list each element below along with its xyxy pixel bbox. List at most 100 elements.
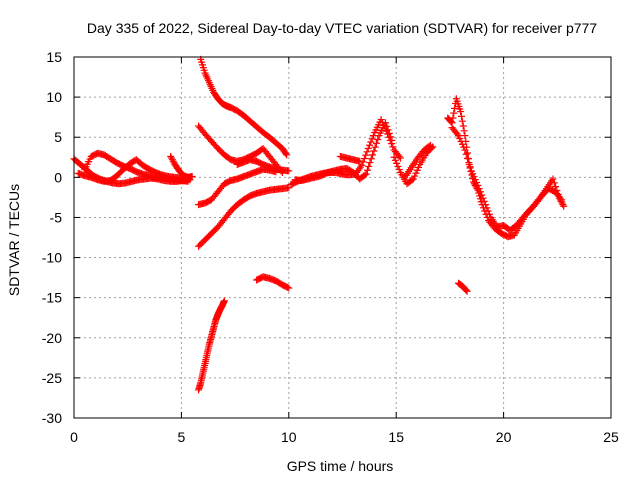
- data-point: [369, 151, 377, 159]
- data-point: [372, 139, 380, 147]
- data-point: [453, 130, 461, 138]
- data-point: [550, 179, 558, 187]
- data-point: [447, 118, 455, 126]
- data-point: [449, 114, 457, 122]
- data-point: [394, 162, 402, 170]
- data-point: [458, 117, 466, 125]
- series-arc-day-3: [336, 152, 364, 165]
- data-point: [381, 119, 389, 127]
- data-point: [560, 202, 568, 210]
- data-point: [450, 109, 458, 117]
- data-point: [482, 201, 490, 209]
- series-arc-steep: [195, 297, 228, 394]
- y-tick-label: -25: [42, 370, 62, 386]
- data-point: [460, 127, 468, 135]
- data-point: [396, 154, 404, 162]
- series-arc-descending: [197, 55, 291, 159]
- plot-area: [70, 55, 568, 394]
- data-point: [559, 201, 567, 209]
- chart-title: Day 335 of 2022, Sidereal Day-to-day VTE…: [87, 20, 597, 36]
- data-point: [366, 141, 374, 149]
- data-point: [464, 154, 472, 162]
- data-point: [558, 196, 566, 204]
- data-point: [387, 133, 395, 141]
- data-point: [391, 156, 399, 164]
- data-point: [356, 157, 364, 165]
- data-point: [368, 135, 376, 143]
- x-tick-label: 25: [603, 429, 619, 445]
- data-point: [358, 161, 366, 169]
- axis-ticks: [73, 56, 612, 419]
- x-tick-label: 10: [281, 429, 297, 445]
- series-arc-early-3: [74, 156, 185, 185]
- x-tick-label: 0: [70, 429, 78, 445]
- series-arc-isolated-1: [253, 273, 293, 292]
- data-point: [188, 173, 196, 181]
- data-point: [167, 152, 175, 160]
- data-point: [361, 171, 369, 179]
- data-point: [408, 176, 416, 184]
- data-point: [359, 158, 367, 166]
- data-point: [364, 144, 372, 152]
- data-point: [484, 207, 492, 215]
- x-axis-label: GPS time / hours: [287, 458, 394, 474]
- series-arc-isolated-2: [454, 279, 471, 295]
- data-point: [549, 175, 557, 183]
- y-tick-label: -30: [42, 410, 62, 426]
- series-arc-mid-2: [233, 156, 293, 175]
- data-point: [457, 112, 465, 120]
- y-tick-label: -10: [42, 250, 62, 266]
- y-tick-label: -20: [42, 330, 62, 346]
- y-tick-label: -15: [42, 290, 62, 306]
- y-tick-label: 15: [46, 49, 62, 65]
- data-point: [479, 194, 487, 202]
- x-axis-tick-labels: 0 5 10 15 20 25: [70, 429, 619, 445]
- series-arc-rising: [195, 184, 293, 250]
- data-point: [466, 163, 474, 171]
- y-tick-label: 5: [54, 129, 62, 145]
- data-point: [465, 159, 473, 167]
- data-point: [390, 153, 398, 161]
- data-point: [220, 297, 228, 305]
- plot-frame: [73, 56, 612, 419]
- data-point: [476, 188, 484, 196]
- data-point: [457, 108, 465, 116]
- data-point: [366, 159, 374, 167]
- data-point: [362, 151, 370, 159]
- data-point: [475, 185, 483, 193]
- data-point: [485, 210, 493, 218]
- data-point: [362, 170, 370, 178]
- data-point: [395, 152, 403, 160]
- data-point: [384, 126, 392, 134]
- y-axis-label: SDTVAR / TECUs: [6, 184, 22, 296]
- data-point: [389, 143, 397, 151]
- data-point: [483, 204, 491, 212]
- data-point: [370, 147, 378, 155]
- data-point: [367, 155, 375, 163]
- data-point: [461, 146, 469, 154]
- data-point: [285, 167, 293, 175]
- x-tick-label: 5: [178, 429, 186, 445]
- data-point: [365, 162, 373, 170]
- x-tick-label: 15: [388, 429, 404, 445]
- data-point: [360, 155, 368, 163]
- data-point: [393, 159, 401, 167]
- data-point: [283, 151, 291, 159]
- data-point: [462, 286, 470, 294]
- y-tick-label: 10: [46, 89, 62, 105]
- data-point: [363, 148, 371, 156]
- data-point: [461, 132, 469, 140]
- series-arc-afternoon-2: [401, 141, 435, 181]
- y-axis-tick-labels: 15 10 5 0 -5 -10 -15 -20 -25 -30: [42, 49, 62, 426]
- data-point: [169, 157, 177, 165]
- y-tick-label: -5: [50, 209, 63, 225]
- data-point: [284, 283, 292, 291]
- data-point: [425, 142, 433, 150]
- data-point: [363, 166, 371, 174]
- data-point: [480, 197, 488, 205]
- data-point: [427, 141, 435, 149]
- data-point: [463, 287, 471, 295]
- data-point: [462, 150, 470, 158]
